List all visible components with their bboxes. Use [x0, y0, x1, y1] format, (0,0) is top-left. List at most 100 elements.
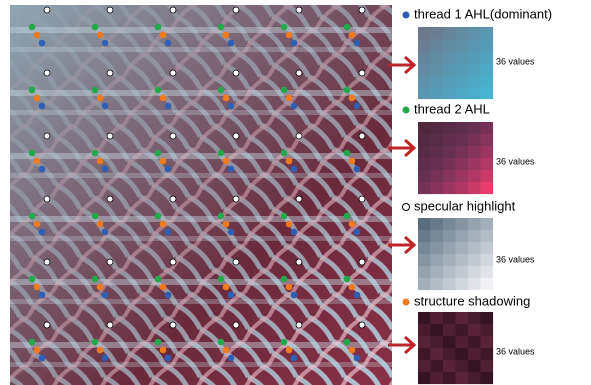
- specular-point: [107, 7, 113, 13]
- thread2-point: [92, 150, 99, 157]
- thumb-cell: [468, 372, 481, 384]
- specular-point: [44, 196, 50, 202]
- thread2-point: [29, 276, 36, 283]
- shadow-point: [160, 95, 167, 102]
- specular-point: [233, 70, 239, 76]
- thumb-cell: [456, 75, 469, 87]
- thumb-cell: [418, 122, 431, 134]
- thumb-cell: [418, 170, 431, 182]
- thread1-point: [39, 355, 46, 362]
- shadow-point: [97, 347, 104, 354]
- thumb-cell: [456, 63, 469, 75]
- thumb-cell: [418, 27, 431, 39]
- specular-point: [296, 70, 302, 76]
- thumb-cell: [418, 324, 431, 336]
- thumb-cell: [418, 360, 431, 372]
- thumb-cell: [443, 336, 456, 348]
- thumb-cell: [443, 360, 456, 372]
- shadow-point: [286, 347, 293, 354]
- thumb-cell: [443, 254, 456, 266]
- thread2-point: [344, 150, 351, 157]
- specular-point: [107, 322, 113, 328]
- thumb-cell: [431, 230, 444, 242]
- thumb-cell: [468, 158, 481, 170]
- thread2-point: [344, 213, 351, 220]
- thumb-cell: [443, 170, 456, 182]
- specular-point: [44, 70, 50, 76]
- thumb-cell: [456, 122, 469, 134]
- thread1-point: [165, 292, 172, 299]
- thumb-cell: [468, 75, 481, 87]
- thread2-point: [281, 213, 288, 220]
- thumb-cell: [418, 348, 431, 360]
- thread2-point: [218, 87, 225, 94]
- specular-point: [233, 196, 239, 202]
- shadow-point: [160, 284, 167, 291]
- thread1-point: [291, 355, 298, 362]
- thumb-cell: [468, 336, 481, 348]
- specular-point: [359, 259, 365, 265]
- thumb-cell: [468, 122, 481, 134]
- thumb-cell: [481, 218, 494, 230]
- specular-point: [296, 7, 302, 13]
- shadow-point: [223, 32, 230, 39]
- thread1-point: [354, 103, 361, 110]
- specular-point: [107, 70, 113, 76]
- thumb-cell: [468, 146, 481, 158]
- thumb-cell: [431, 170, 444, 182]
- thumb-cell: [418, 254, 431, 266]
- shadow-point: [223, 284, 230, 291]
- legend-label: thread 1 AHL(dominant): [414, 6, 552, 21]
- thread1-point: [228, 103, 235, 110]
- thread1-point: [39, 103, 46, 110]
- thread2-point: [281, 87, 288, 94]
- specular-point: [44, 259, 50, 265]
- thread1-point: [228, 166, 235, 173]
- thread1-point: [102, 355, 109, 362]
- thread2-point: [218, 24, 225, 31]
- render-image: [10, 5, 392, 385]
- shadow-point: [223, 221, 230, 228]
- thumb-cell: [443, 242, 456, 254]
- shadow-point: [160, 32, 167, 39]
- thumb-cell: [456, 134, 469, 146]
- thumb-cell: [418, 336, 431, 348]
- panel-caption: 36 values: [496, 346, 535, 356]
- thumb-cell: [418, 182, 431, 194]
- thread1-point: [354, 40, 361, 47]
- thumb-cell: [443, 134, 456, 146]
- thumb-cell: [456, 87, 469, 99]
- thumb-cell: [431, 348, 444, 360]
- thread2-point: [29, 87, 36, 94]
- thumb-cell: [481, 336, 494, 348]
- thread2-point: [281, 276, 288, 283]
- shadow-point: [349, 347, 356, 354]
- thumb-cell: [443, 312, 456, 324]
- thumb-cell: [418, 63, 431, 75]
- specular-point: [107, 259, 113, 265]
- specular-point: [359, 196, 365, 202]
- thread2-point: [155, 87, 162, 94]
- thumb-cell: [456, 372, 469, 384]
- thumb-cell: [431, 312, 444, 324]
- thumb-cell: [418, 312, 431, 324]
- thread1-point: [102, 40, 109, 47]
- panel-caption: 36 values: [496, 56, 535, 66]
- thumb-cell: [468, 230, 481, 242]
- thread2-point: [218, 150, 225, 157]
- thread2-point: [29, 150, 36, 157]
- specular-point: [233, 322, 239, 328]
- shadow-point: [160, 221, 167, 228]
- thumb-cell: [468, 254, 481, 266]
- thumb-cell: [481, 63, 494, 75]
- thumb-cell: [443, 75, 456, 87]
- thread2-point: [155, 24, 162, 31]
- thumb-cell: [468, 182, 481, 194]
- thumb-cell: [418, 266, 431, 278]
- shadow-point: [349, 158, 356, 165]
- thread1-point: [291, 229, 298, 236]
- shadow-point: [97, 32, 104, 39]
- specular-point: [44, 133, 50, 139]
- thumb-cell: [456, 39, 469, 51]
- legend-label: structure shadowing: [414, 293, 530, 308]
